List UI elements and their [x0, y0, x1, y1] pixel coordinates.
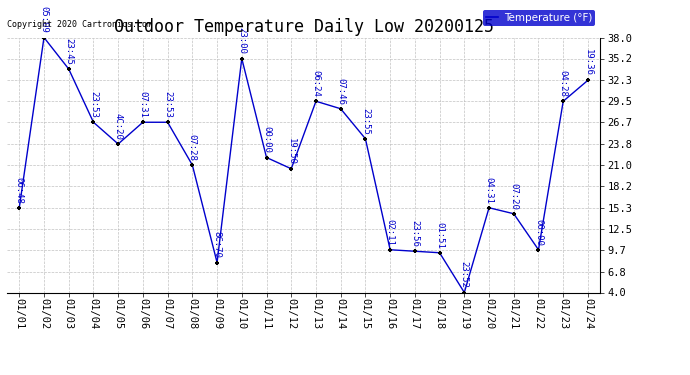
Point: [582, 77, 593, 83]
Point: [509, 211, 520, 217]
Point: [137, 119, 148, 125]
Text: 00:00: 00:00: [534, 219, 543, 246]
Point: [335, 106, 346, 112]
Text: 04:31: 04:31: [484, 177, 493, 204]
Point: [533, 247, 544, 253]
Text: 23:52: 23:52: [460, 261, 469, 288]
Point: [88, 119, 99, 125]
Text: 06:24: 06:24: [311, 70, 320, 97]
Point: [39, 34, 50, 40]
Text: 01:51: 01:51: [435, 222, 444, 249]
Text: 00:00: 00:00: [262, 126, 271, 153]
Title: Outdoor Temperature Daily Low 20200125: Outdoor Temperature Daily Low 20200125: [114, 18, 493, 36]
Text: 23:55: 23:55: [361, 108, 370, 135]
Point: [236, 56, 247, 62]
Point: [459, 290, 470, 296]
Point: [63, 66, 75, 72]
Text: 02:11: 02:11: [386, 219, 395, 246]
Point: [14, 205, 25, 211]
Text: 23:00: 23:00: [237, 27, 246, 54]
Point: [286, 166, 297, 172]
Point: [162, 119, 173, 125]
Point: [261, 154, 272, 160]
Point: [434, 250, 445, 256]
Point: [409, 248, 420, 254]
Point: [484, 205, 495, 211]
Point: [558, 98, 569, 104]
Text: 07:20: 07:20: [509, 183, 518, 210]
Point: [112, 141, 124, 147]
Text: 4C:20: 4C:20: [114, 113, 123, 140]
Text: 05:09: 05:09: [39, 6, 48, 33]
Text: 07:31: 07:31: [139, 91, 148, 118]
Text: 23:56: 23:56: [411, 220, 420, 247]
Text: 04:28: 04:28: [559, 70, 568, 97]
Text: 19:36: 19:36: [584, 49, 593, 76]
Text: Copyright 2020 Cartronics.com: Copyright 2020 Cartronics.com: [7, 20, 152, 28]
Text: 07:28: 07:28: [188, 134, 197, 161]
Point: [187, 162, 198, 168]
Point: [360, 136, 371, 142]
Legend: Temperature (°F): Temperature (°F): [483, 9, 595, 26]
Point: [212, 260, 223, 266]
Text: 07:46: 07:46: [336, 78, 345, 105]
Text: 23:53: 23:53: [163, 91, 172, 118]
Text: 23:53: 23:53: [89, 91, 98, 118]
Point: [384, 247, 395, 253]
Text: 06:48: 06:48: [14, 177, 23, 204]
Text: 8C:70: 8C:70: [213, 231, 221, 258]
Text: 23:45: 23:45: [64, 38, 73, 65]
Text: 19:50: 19:50: [287, 138, 296, 165]
Point: [310, 98, 322, 104]
